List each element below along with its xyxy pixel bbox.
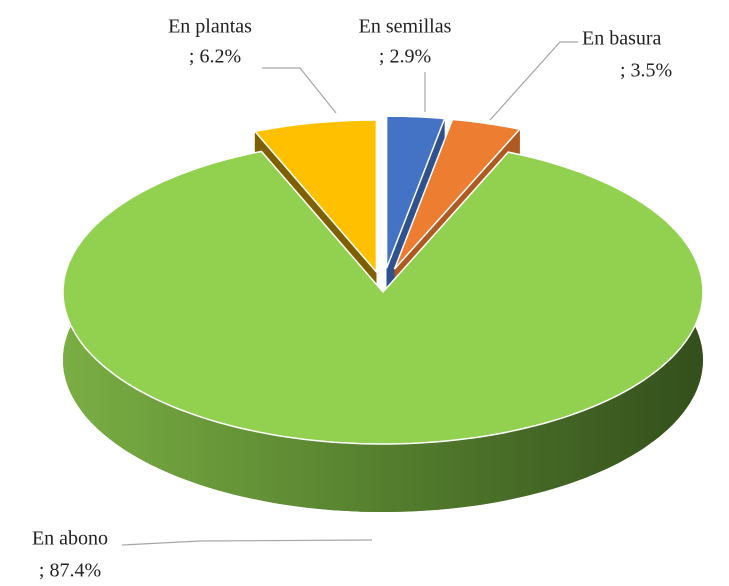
data-label-category: En abono: [32, 528, 108, 550]
data-label-value: ; 87.4%: [39, 560, 101, 582]
leader-line: [121, 539, 373, 546]
slice-top: [62, 150, 704, 445]
labels: En plantas ; 6.2% En semillas ; 2.9% En basu…: [32, 16, 672, 582]
data-label-value: ; 3.5%: [620, 60, 672, 82]
slice-top: [393, 118, 522, 270]
data-label-value: ; 2.9%: [379, 46, 431, 68]
data-label-category: En semillas: [359, 16, 452, 38]
data-label-category: En plantas: [168, 16, 252, 38]
pie: [62, 115, 704, 512]
leader-line: [489, 41, 578, 121]
slice-top: [385, 115, 446, 269]
data-label-value: ; 6.2%: [189, 46, 241, 68]
data-label-category: En basura: [582, 28, 662, 50]
slice: [62, 150, 704, 512]
slice-top: [253, 119, 378, 275]
leader-line: [262, 67, 337, 114]
